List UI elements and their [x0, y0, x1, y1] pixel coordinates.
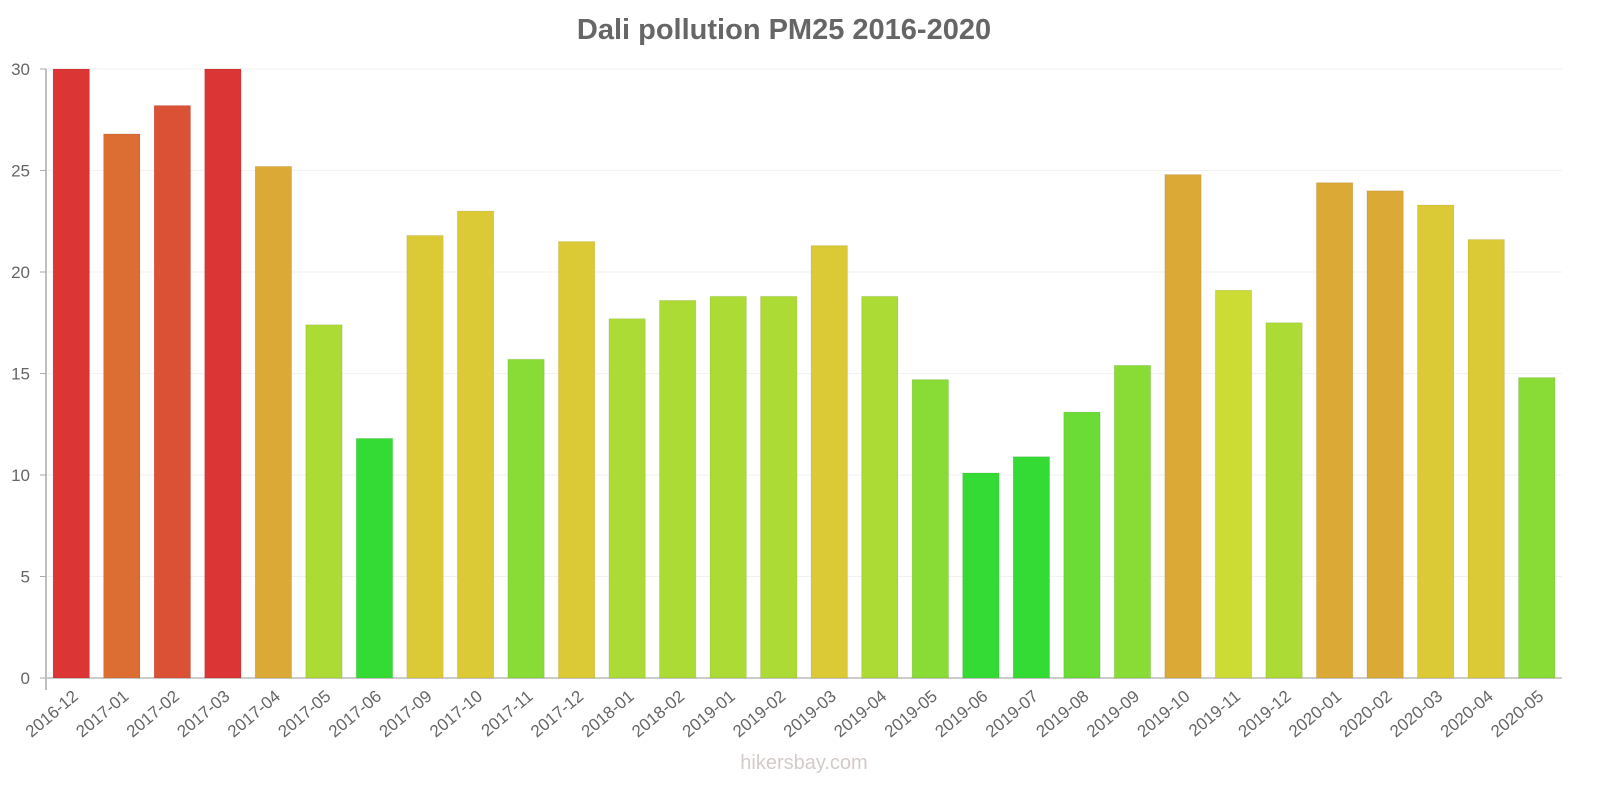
- bar: [1315, 182, 1354, 679]
- bar: [103, 133, 141, 679]
- x-tick-label: 2017-09: [376, 687, 436, 742]
- bar: [1366, 190, 1404, 679]
- bar: [1416, 204, 1455, 679]
- x-tick-label: 2019-12: [1235, 687, 1295, 742]
- chart-title: Dali pollution PM25 2016-2020: [576, 14, 992, 46]
- bar: [1518, 377, 1556, 679]
- bar: [557, 241, 596, 679]
- x-tick-label: 2017-03: [173, 687, 233, 742]
- x-tick-label: 2017-10: [426, 687, 486, 742]
- bar: [1164, 174, 1202, 679]
- x-tick-label: 2020-03: [1386, 687, 1446, 742]
- x-tick-label: 2019-11: [1185, 687, 1244, 741]
- bar: [658, 299, 697, 679]
- bar: [1467, 239, 1505, 679]
- y-tick-label: 10: [11, 466, 30, 485]
- y-tick-label: 30: [11, 60, 30, 79]
- x-tick-label: 2019-03: [780, 687, 840, 742]
- bar: [1265, 322, 1303, 679]
- x-tick-label: 2019-02: [729, 687, 789, 742]
- x-tick-label: 2017-12: [527, 687, 587, 742]
- watermark: hikersbay.com: [740, 752, 868, 774]
- x-tick-label: 2017-01: [72, 687, 132, 742]
- x-tick-label: 2019-06: [931, 687, 991, 742]
- bar: [810, 245, 848, 679]
- bar: [861, 295, 899, 679]
- x-tick-label: 2020-02: [1336, 687, 1396, 742]
- bar: [305, 324, 343, 679]
- x-tick-label: 2019-09: [1083, 687, 1143, 742]
- bar: [608, 318, 646, 679]
- bar: [760, 295, 798, 679]
- bar: [507, 358, 545, 679]
- bar: [1214, 289, 1253, 679]
- bar: [456, 210, 495, 679]
- x-tick-label: 2020-05: [1487, 687, 1547, 742]
- y-tick-label: 0: [21, 669, 30, 688]
- bar: [204, 68, 242, 679]
- x-tick-label: 2017-04: [224, 687, 284, 742]
- bar: [406, 234, 444, 679]
- y-tick-label: 15: [11, 365, 30, 384]
- y-tick-label: 20: [11, 263, 30, 282]
- y-tick-label: 25: [11, 162, 30, 181]
- x-tick-label: 2016-12: [22, 687, 82, 742]
- x-tick-label: 2020-04: [1437, 687, 1497, 742]
- x-tick-label: 2017-02: [123, 687, 183, 742]
- bar: [153, 105, 192, 679]
- bar: [52, 68, 90, 679]
- x-tick-label: 2018-02: [628, 687, 688, 742]
- bar: [1113, 364, 1152, 679]
- bar: [962, 472, 1000, 679]
- x-tick-label: 2020-01: [1285, 687, 1345, 742]
- x-tick-label: 2019-04: [830, 687, 890, 742]
- x-tick-label: 2017-05: [274, 687, 334, 742]
- bar: [911, 379, 950, 679]
- x-tick-label: 2019-07: [982, 687, 1042, 742]
- y-tick-label: 5: [21, 568, 30, 587]
- bar: [1012, 456, 1051, 679]
- x-tick-label: 2019-01: [679, 687, 739, 742]
- bar: [1063, 411, 1101, 679]
- x-tick-label: 2019-08: [1032, 687, 1092, 742]
- bar: [355, 437, 394, 679]
- x-tick-label: 2017-11: [478, 687, 537, 741]
- x-tick-label: 2019-10: [1134, 687, 1194, 742]
- x-tick-label: 2017-06: [325, 687, 385, 742]
- x-tick-label: 2019-05: [881, 687, 941, 742]
- x-tick-label: 2018-01: [578, 687, 638, 742]
- bar: [254, 165, 293, 679]
- bar: [709, 295, 747, 679]
